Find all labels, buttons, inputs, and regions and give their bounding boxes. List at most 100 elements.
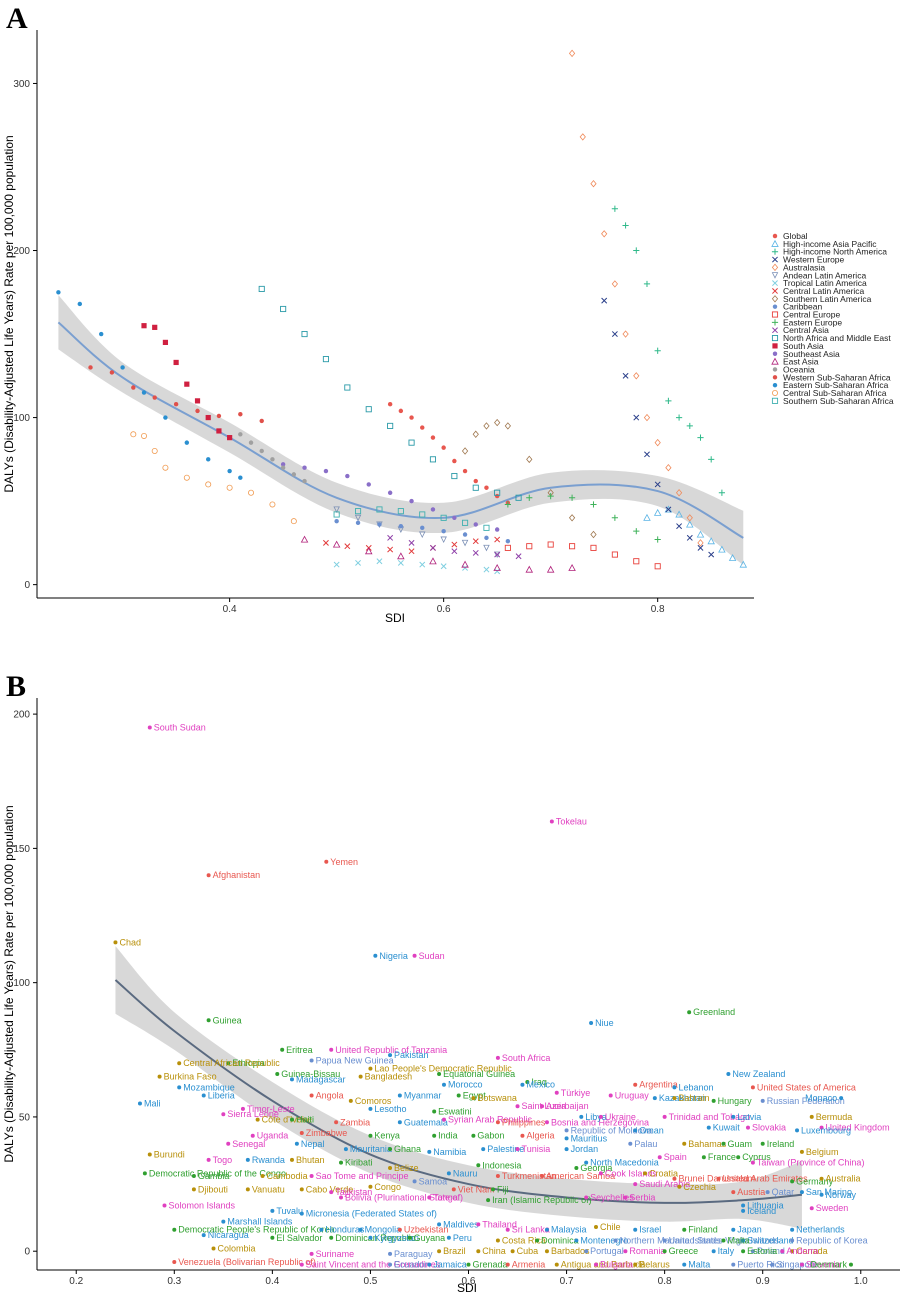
point-eastern-sub-saharan-africa — [227, 468, 232, 474]
country-morocco: Morocco — [441, 1080, 483, 1090]
country-belarus: Belarus — [633, 1260, 670, 1270]
label-gabon: Gabon — [477, 1131, 504, 1141]
series-north-africa-and-middle-east — [258, 285, 522, 501]
label-algeria: Algeria — [526, 1131, 554, 1141]
label-greenland: Greenland — [693, 1007, 735, 1017]
label-suriname: Suriname — [316, 1249, 355, 1259]
country-palau: Palau — [628, 1139, 657, 1149]
point-maldives — [437, 1222, 442, 1227]
country-belize: Belize — [388, 1163, 419, 1173]
point-south-sudan — [147, 725, 152, 730]
point-central-asia — [472, 549, 479, 556]
point-central-asia — [451, 548, 458, 555]
legend-label-global: Global — [783, 231, 808, 241]
point-ecuador — [388, 1262, 393, 1267]
point-sao-tome-and-principe — [309, 1174, 314, 1179]
point-southern-sub-saharan-africa — [483, 524, 490, 531]
country-bangladesh: Bangladesh — [358, 1072, 412, 1082]
legend-label-south-asia: South Asia — [783, 341, 824, 351]
country-croatia: Croatia — [643, 1168, 678, 1178]
point-western-sub-saharan-africa — [109, 370, 115, 375]
label-nauru: Nauru — [453, 1168, 478, 1178]
country-chad: Chad — [113, 937, 141, 947]
point-southern-latin-america — [568, 514, 576, 522]
point-western-europe — [611, 331, 618, 338]
country-haiti: Haiti — [289, 1115, 314, 1125]
point-western-sub-saharan-africa — [173, 402, 179, 407]
label-haiti: Haiti — [296, 1115, 314, 1125]
point-belarus — [633, 1262, 638, 1267]
country-chile: Chile — [593, 1222, 621, 1232]
point-high-income-asia-pacific — [718, 545, 726, 553]
country-finland: Finland — [682, 1225, 718, 1235]
country-palestine: Palestine — [481, 1144, 524, 1154]
point-southern-sub-saharan-africa — [440, 514, 447, 521]
label-bahamas: Bahamas — [688, 1139, 727, 1149]
country-bahamas: Bahamas — [682, 1139, 727, 1149]
label-rwanda: Rwanda — [252, 1155, 285, 1165]
point-nepal — [294, 1141, 299, 1146]
point-oman — [633, 1128, 638, 1133]
point-libya — [579, 1114, 584, 1119]
point-south-asia — [194, 398, 201, 404]
point-eritrea — [280, 1047, 285, 1052]
label-philippines: Philippines — [502, 1117, 546, 1127]
label-kenya: Kenya — [374, 1131, 400, 1141]
point-czechia — [677, 1184, 682, 1189]
label-nigeria: Nigeria — [379, 951, 408, 961]
point-tropical-latin-america — [333, 561, 340, 568]
point-southeast-asia — [452, 515, 457, 521]
country-republic-of-korea: Republic of Korea — [790, 1235, 868, 1245]
point-south-asia — [227, 435, 233, 441]
country-viet-nam: Viet Nam — [451, 1184, 495, 1194]
point-montenegro — [574, 1238, 579, 1243]
point-north-africa-and-middle-east — [365, 406, 372, 413]
point-eastern-sub-saharan-africa — [184, 440, 190, 445]
label-c-te-d-ivoire: Côte d'Ivoire — [262, 1115, 312, 1125]
x-tick-label: 0.2 — [69, 1276, 83, 1287]
label-timor-leste: Timor-Leste — [247, 1104, 295, 1114]
label-poland: Poland — [757, 1246, 785, 1256]
country-sri-lanka: Sri Lanka — [505, 1225, 550, 1235]
point-latvia — [731, 1114, 736, 1119]
point-malta — [721, 1238, 726, 1243]
point-western-europe — [601, 297, 608, 304]
point-democratic-republic-of-the-congo — [142, 1171, 147, 1176]
point-north-africa-and-middle-east — [301, 330, 308, 338]
label-guam: Guam — [727, 1139, 752, 1149]
point-high-income-asia-pacific — [728, 553, 737, 561]
point-north-africa-and-middle-east — [408, 439, 415, 446]
label-bosnia-and-herzegovina: Bosnia and Herzegovina — [551, 1117, 649, 1127]
point-high-income-north-america — [622, 222, 629, 229]
point-uruguay — [608, 1093, 613, 1098]
point-southern-latin-america — [494, 418, 501, 427]
label-denmark: Denmark — [810, 1260, 847, 1270]
point-southeast-asia — [323, 468, 329, 474]
country-portugal: Portugal — [584, 1246, 624, 1256]
country-turkmenistan: Turkmenistan — [495, 1171, 556, 1181]
point-east-asia — [525, 565, 534, 573]
point-new-zealand — [726, 1071, 731, 1076]
legend-key-southern-latin-america — [771, 295, 779, 303]
point-congo — [368, 1184, 373, 1189]
country-gambia: Gambia — [191, 1171, 229, 1181]
y-tick-label: 100 — [13, 978, 30, 989]
country-dominica: Dominica — [535, 1235, 579, 1245]
label-cabo-verde: Cabo Verde — [306, 1184, 354, 1194]
label-france: France — [708, 1152, 736, 1162]
country-guatemala: Guatemala — [397, 1117, 448, 1127]
legend-key-western-europe — [772, 256, 778, 263]
point-global — [452, 458, 457, 464]
point-united-arab-emirates — [716, 1176, 721, 1181]
label-uzbekistan: Uzbekistan — [404, 1225, 449, 1235]
point-australasia — [665, 463, 672, 472]
point-senegal — [226, 1141, 231, 1146]
point-slovenia — [799, 1262, 804, 1267]
country-mauritius: Mauritius — [564, 1133, 608, 1143]
point-sierra-leone — [221, 1112, 226, 1117]
country-republic-of-moldova: Republic of Moldova — [564, 1125, 652, 1135]
label-morocco: Morocco — [448, 1080, 483, 1090]
point-central-latin-america — [322, 539, 329, 546]
country-djibouti: Djibouti — [191, 1184, 228, 1194]
series-southern-sub-saharan-africa — [333, 506, 490, 531]
